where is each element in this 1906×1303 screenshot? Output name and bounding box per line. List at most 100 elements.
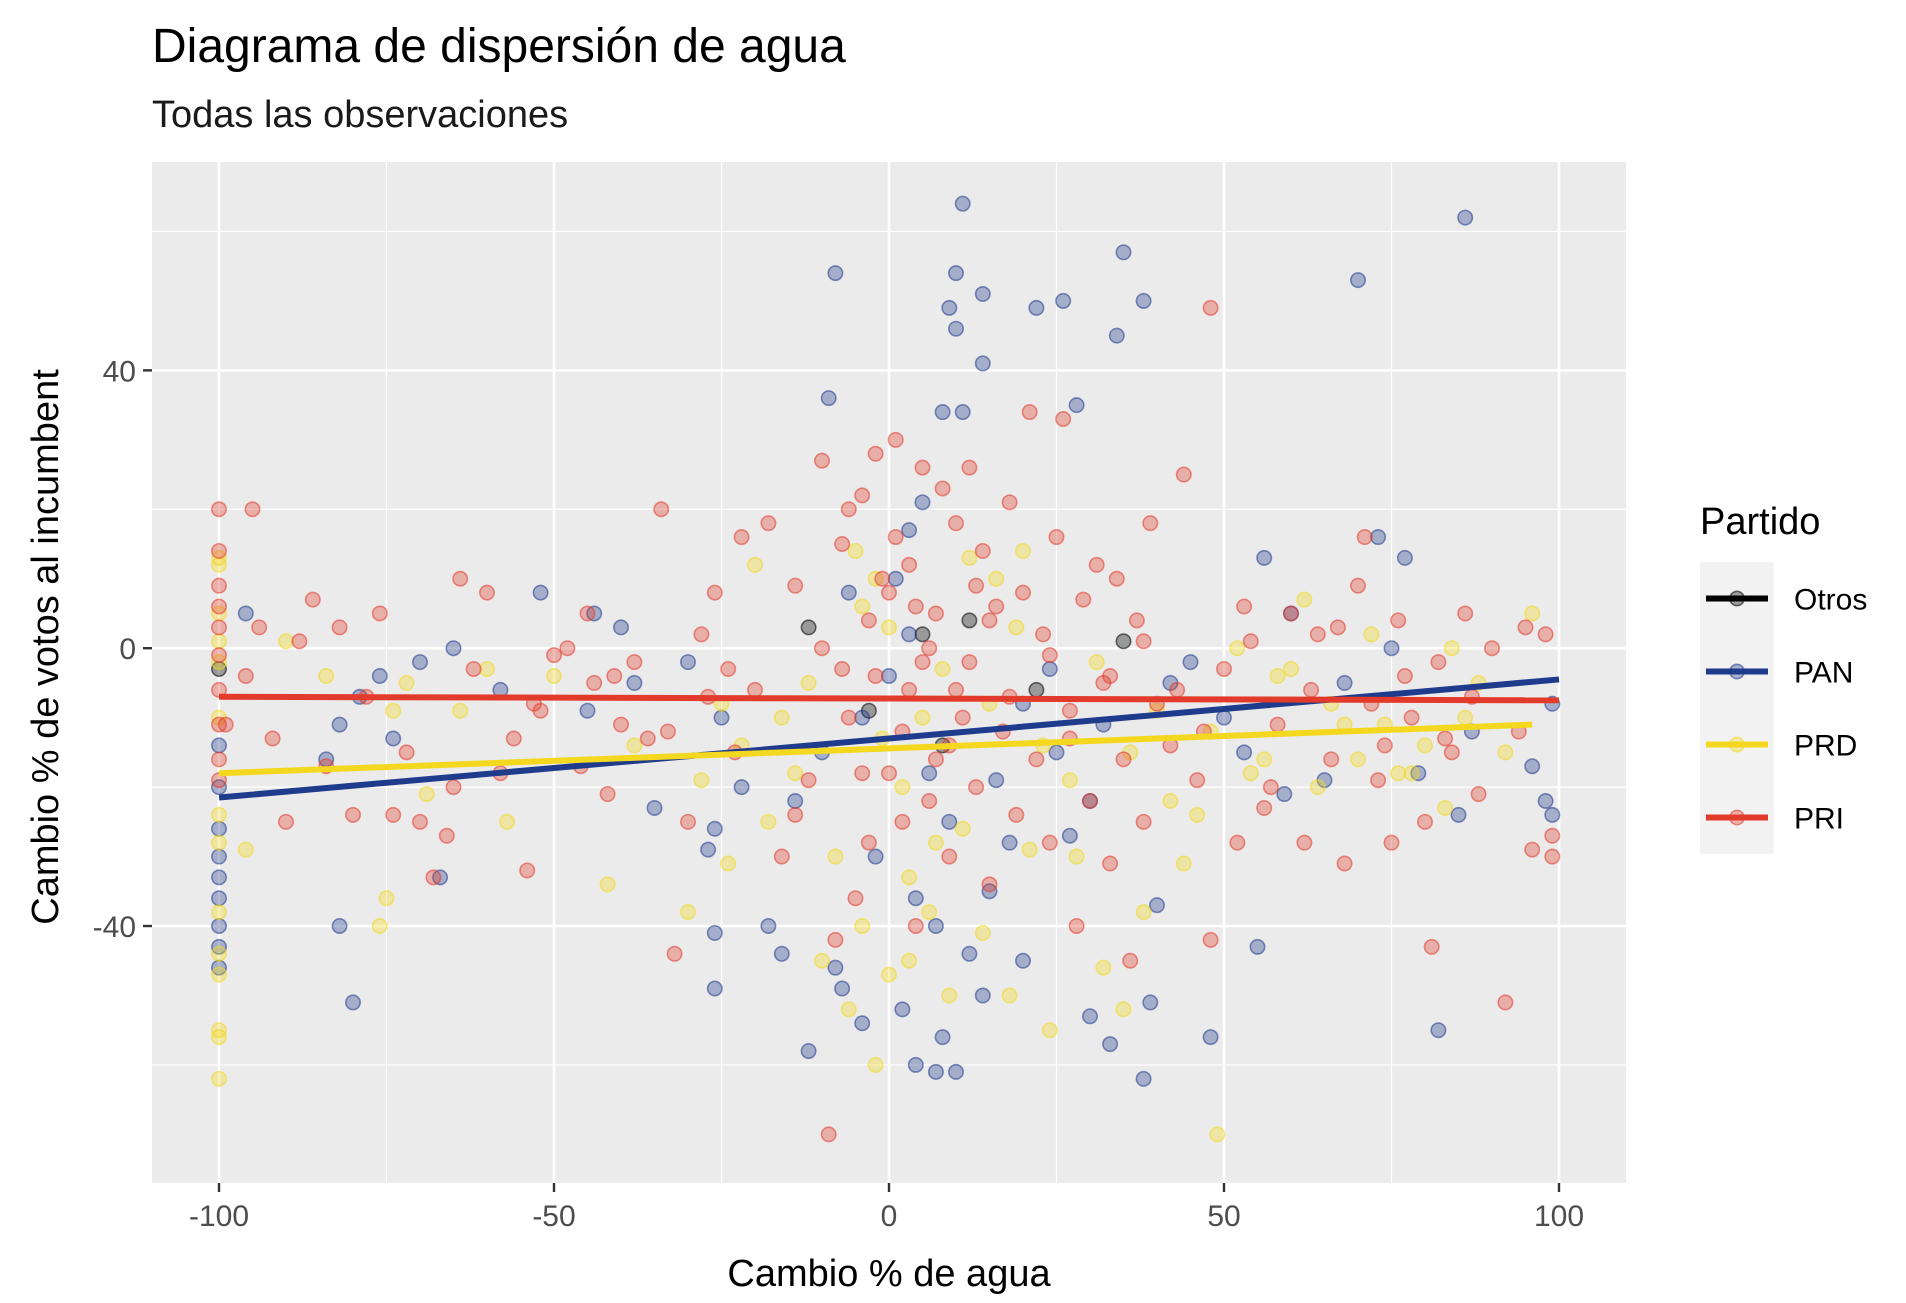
data-point [445, 640, 462, 657]
data-point [344, 806, 361, 823]
x-tick-label: 100 [1534, 1200, 1584, 1233]
data-point [1055, 410, 1072, 427]
data-point [385, 702, 402, 719]
x-tick-label: 50 [1207, 1200, 1240, 1233]
data-point [981, 876, 998, 893]
data-point [211, 1022, 228, 1039]
x-tick-label: -50 [532, 1200, 575, 1233]
y-tick-label: 40 [103, 355, 136, 388]
data-point [1028, 681, 1045, 698]
data-point [927, 605, 944, 622]
data-point [693, 772, 710, 789]
data-point [1001, 987, 1018, 1004]
data-point [1544, 827, 1561, 844]
data-point [1001, 834, 1018, 851]
data-point [277, 633, 294, 650]
data-point [1008, 806, 1025, 823]
data-point [941, 848, 958, 865]
data-point [961, 612, 978, 629]
data-point [398, 744, 415, 761]
data-point [854, 1015, 871, 1032]
data-point [1041, 834, 1058, 851]
data-point [1115, 751, 1132, 768]
data-point [827, 265, 844, 282]
data-point [1262, 779, 1279, 796]
data-point [880, 966, 897, 983]
data-point [981, 612, 998, 629]
data-point [1443, 744, 1460, 761]
data-point [907, 918, 924, 935]
data-point [378, 890, 395, 907]
data-point [840, 1001, 857, 1018]
data-point [1457, 605, 1474, 622]
legend-key-background [1700, 562, 1774, 854]
legend-item-otros: Otros [1706, 584, 1867, 617]
data-point [1115, 633, 1132, 650]
data-point [1283, 661, 1300, 678]
data-point [1229, 834, 1246, 851]
data-point [519, 862, 536, 879]
data-point [901, 626, 918, 643]
data-point [1014, 584, 1031, 601]
chart-subtitle: Todas las observaciones [152, 94, 569, 136]
data-point [211, 751, 228, 768]
data-point [211, 647, 228, 664]
data-point [1329, 619, 1346, 636]
y-tick-label: 0 [119, 633, 136, 666]
data-point [1189, 806, 1206, 823]
data-point [800, 674, 817, 691]
data-point [1457, 209, 1474, 226]
data-point [800, 619, 817, 636]
data-point [1524, 758, 1541, 775]
data-point [860, 612, 877, 629]
data-point [1390, 612, 1407, 629]
data-point [880, 765, 897, 782]
data-point [880, 619, 897, 636]
data-point [1236, 744, 1253, 761]
data-point [579, 605, 596, 622]
data-point [217, 716, 234, 733]
data-point [713, 709, 730, 726]
data-point [954, 195, 971, 212]
data-point [867, 1056, 884, 1073]
data-point [277, 813, 294, 830]
data-point [854, 487, 871, 504]
data-point [1403, 709, 1420, 726]
data-point [1249, 938, 1266, 955]
data-point [211, 966, 228, 983]
data-point [646, 799, 663, 816]
data-point [1256, 549, 1273, 566]
data-point [505, 730, 522, 747]
data-point [1128, 612, 1145, 629]
data-point [907, 1056, 924, 1073]
data-point [1102, 667, 1119, 684]
data-point [1182, 654, 1199, 671]
data-point [371, 667, 388, 684]
data-point [847, 890, 864, 907]
data-point [612, 716, 629, 733]
data-point [1390, 765, 1407, 782]
data-point [820, 390, 837, 407]
data-point [1028, 751, 1045, 768]
data-point [1075, 591, 1092, 608]
y-axis-title: Cambio % de votos al incumbent [25, 369, 67, 925]
x-tick-label: 0 [881, 1200, 898, 1233]
data-point [760, 515, 777, 532]
chart-title: Diagrama de dispersión de agua [152, 20, 846, 73]
data-point [988, 598, 1005, 615]
x-tick-label: -100 [189, 1200, 249, 1233]
data-point [720, 661, 737, 678]
data-point [411, 654, 428, 671]
data-point [1102, 855, 1119, 872]
data-point [934, 480, 951, 497]
data-point [1423, 938, 1440, 955]
data-point [1350, 751, 1367, 768]
series-pan-points [211, 195, 1561, 1087]
data-point [398, 674, 415, 691]
data-point [854, 765, 871, 782]
data-point [867, 848, 884, 865]
data-point [1437, 730, 1454, 747]
legend: Partido Otros PAN PRD PRI [1700, 501, 1867, 854]
data-point [706, 820, 723, 837]
